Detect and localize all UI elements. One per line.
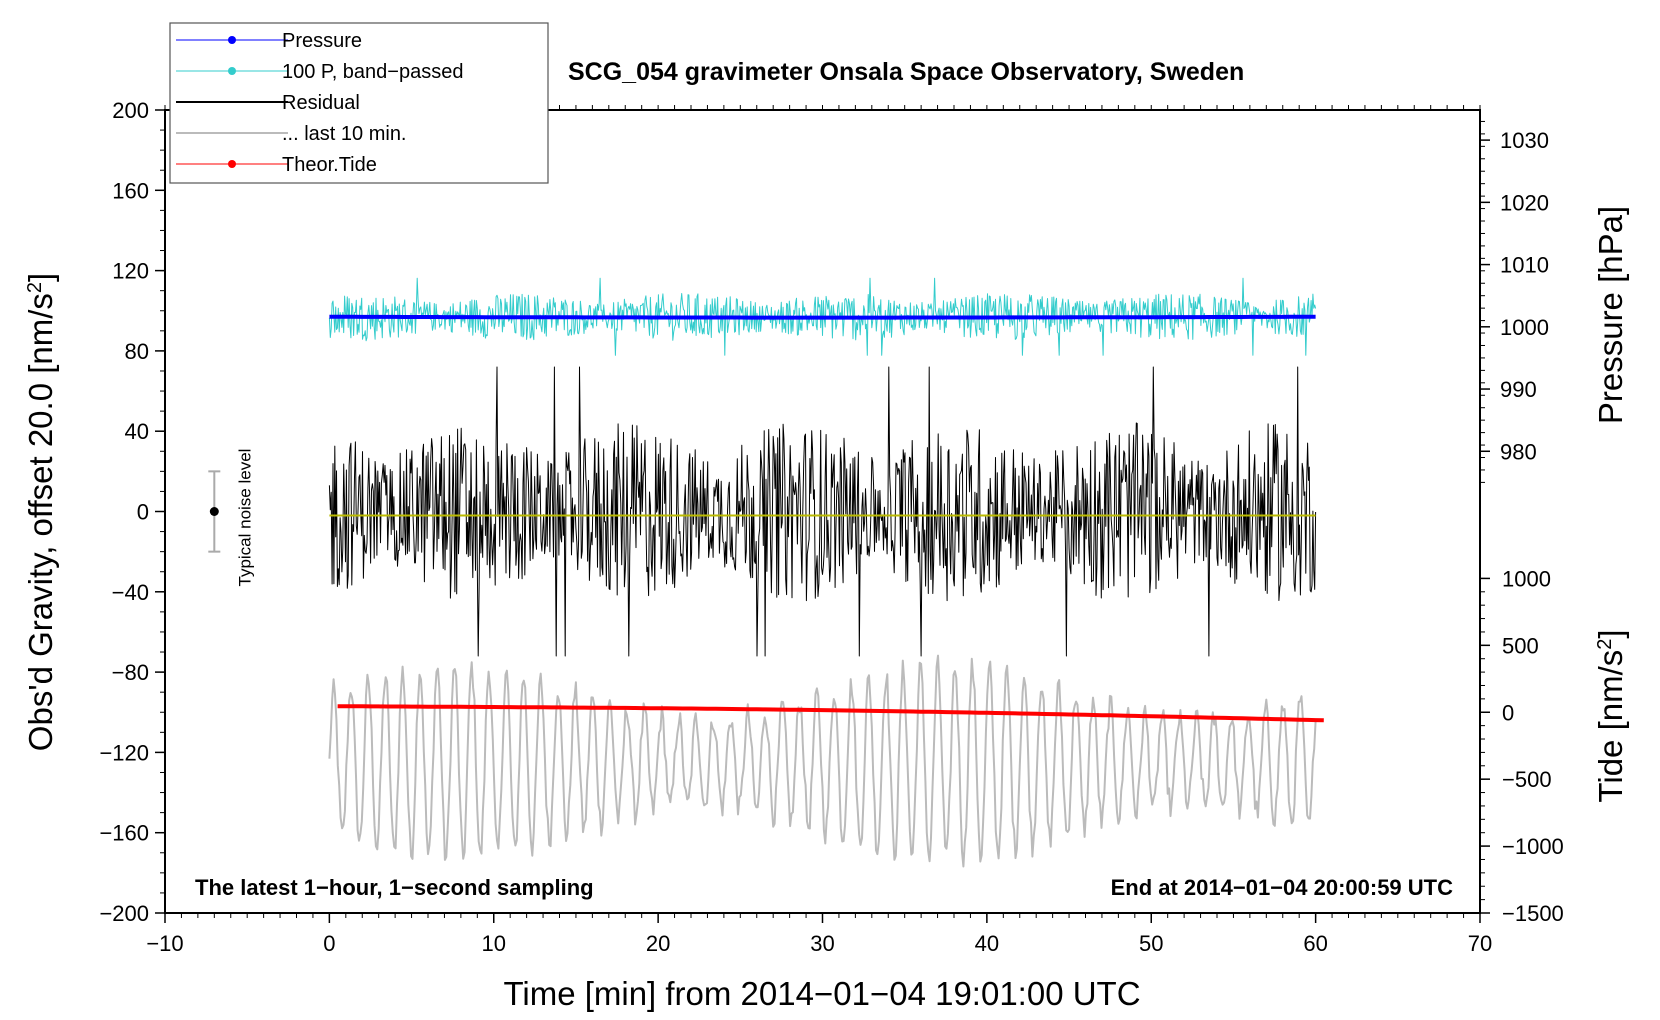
minor-ticks: [160, 105, 1481, 918]
pressure-tick-label: 1000: [1500, 315, 1549, 340]
y-tick-label: −200: [99, 901, 149, 926]
y-axis-title-close: ]: [22, 273, 59, 282]
y-axis-title: Obs'd Gravity, offset 20.0 [nm/s2]: [22, 273, 59, 751]
legend-marker: [228, 36, 236, 44]
annotation-end-time: End at 2014−01−04 20:00:59 UTC: [1111, 875, 1454, 900]
legend-label: Theor.Tide: [282, 154, 377, 176]
x-tick-label: 40: [975, 931, 999, 956]
legend-items: Pressure 100 P, band−passed Residual ... la…: [176, 30, 463, 176]
legend: Pressure 100 P, band−passed Residual ... la…: [169, 22, 549, 184]
x-axis-title: Time [min] from 2014−01−04 19:01:00 UTC: [503, 975, 1140, 1012]
chart-title: SCG_054 gravimeter Onsala Space Observat…: [568, 58, 1244, 86]
noise-level-indicator: Typical noise level: [208, 449, 254, 587]
y-axis-title-superscript: 2: [24, 282, 46, 293]
pressure-tick-label: 1030: [1500, 128, 1549, 153]
legend-label: Residual: [282, 92, 360, 114]
y-tick-label: −160: [99, 821, 149, 846]
y-tick-label: −80: [112, 660, 149, 685]
x-tick-label: −10: [146, 931, 183, 956]
tide-tick-label: −1000: [1502, 834, 1564, 859]
pressure-tick-label: 1020: [1500, 190, 1549, 215]
y-tick-label: −40: [112, 580, 149, 605]
y-tick-label: −120: [99, 740, 149, 765]
x-tick-label: 60: [1303, 931, 1327, 956]
y-tick-label: 160: [112, 178, 149, 203]
noise-level-label-group: Typical noise level: [235, 449, 254, 587]
pressure-axis-title: Pressure [hPa]: [1592, 206, 1629, 424]
series-residual: [328, 366, 1317, 657]
tide-tick-label: −1500: [1502, 901, 1564, 926]
series-theor-tide: [337, 704, 1324, 723]
y-tick-label: 80: [125, 339, 149, 364]
pressure-axis-title-group: Pressure [hPa]: [1592, 206, 1629, 424]
tide-axis-title-superscript: 2: [1594, 639, 1616, 650]
plot-series: [328, 277, 1324, 868]
tide-tick-label: −500: [1502, 767, 1552, 792]
tide-axis-title: Tide [nm/s2]: [1592, 629, 1629, 802]
legend-label: ... last 10 min.: [282, 123, 407, 145]
series-pressure: [329, 314, 1316, 320]
tide-tick-label: 1000: [1502, 566, 1551, 591]
series-100-p-band-passed: [328, 277, 1317, 356]
pressure-axis: 1030 1020 1010 1000 990 980: [1480, 120, 1549, 483]
y-tick-label: 0: [137, 500, 149, 525]
x-tick-label: 30: [810, 931, 834, 956]
tide-tick-label: 0: [1502, 700, 1514, 725]
x-tick-label: 70: [1468, 931, 1492, 956]
tide-axis-title-close: ]: [1592, 629, 1629, 638]
y-tick-label: 40: [125, 419, 149, 444]
x-tick-label: 20: [646, 931, 670, 956]
pressure-tick-label: 980: [1500, 439, 1537, 464]
x-tick-label: 0: [323, 931, 335, 956]
legend-label: Pressure: [282, 30, 362, 52]
y-axis: 200 160 120 80 40 0 −40 −80 −120 −160 −200: [99, 98, 165, 926]
x-tick-label: 50: [1139, 931, 1163, 956]
series-last-10-min: [328, 654, 1317, 868]
y-axis-title-main: Obs'd Gravity, offset 20.0 [nm/s: [22, 293, 59, 751]
noise-level-label: Typical noise level: [235, 449, 254, 587]
legend-marker: [228, 160, 236, 168]
x-axis: −10 0 10 20 30 40 50 60 70: [146, 913, 1492, 956]
x-tick-label: 10: [482, 931, 506, 956]
y-tick-label: 120: [112, 259, 149, 284]
tide-axis-title-main: Tide [nm/s: [1592, 650, 1629, 803]
y-axis-title-group: Obs'd Gravity, offset 20.0 [nm/s2]: [22, 273, 59, 751]
y-tick-label: 200: [112, 98, 149, 123]
tide-axis: 1000 500 0 −500 −1000 −1500: [1480, 566, 1564, 926]
legend-marker: [228, 67, 236, 75]
noise-level-dot: [209, 507, 219, 516]
tide-tick-label: 500: [1502, 633, 1539, 658]
pressure-tick-label: 990: [1500, 377, 1537, 402]
annotation-sampling: The latest 1−hour, 1−second sampling: [195, 875, 594, 900]
legend-label: 100 P, band−passed: [282, 61, 463, 83]
tide-axis-title-group: Tide [nm/s2]: [1592, 629, 1629, 802]
pressure-tick-label: 1010: [1500, 253, 1549, 278]
